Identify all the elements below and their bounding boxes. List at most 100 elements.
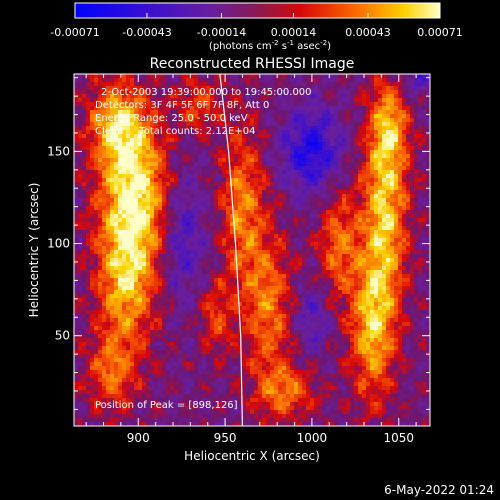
heatmap-cell xyxy=(110,74,114,78)
heatmap-cell xyxy=(234,214,238,218)
heatmap-cell xyxy=(362,222,366,226)
heatmap-cell xyxy=(374,286,378,290)
heatmap-cell xyxy=(394,94,398,98)
heatmap-cell xyxy=(230,166,234,170)
heatmap-cell xyxy=(178,78,182,82)
heatmap-cell xyxy=(374,198,378,202)
heatmap-cell xyxy=(254,198,258,202)
heatmap-cell xyxy=(182,102,186,106)
heatmap-cell xyxy=(134,294,138,298)
heatmap-cell xyxy=(278,238,282,242)
heatmap-cell xyxy=(214,150,218,154)
heatmap-cell xyxy=(218,294,222,298)
heatmap-cell xyxy=(386,90,390,94)
heatmap-cell xyxy=(234,206,238,210)
heatmap-cell xyxy=(318,210,322,214)
heatmap-cell xyxy=(238,122,242,126)
heatmap-cell xyxy=(270,194,274,198)
heatmap-cell xyxy=(122,142,126,146)
heatmap-cell xyxy=(114,114,118,118)
heatmap-cell xyxy=(130,122,134,126)
heatmap-cell xyxy=(362,122,366,126)
heatmap-cell xyxy=(178,230,182,234)
heatmap-cell xyxy=(426,174,430,178)
heatmap-cell xyxy=(78,74,82,78)
heatmap-cell xyxy=(198,182,202,186)
heatmap-cell xyxy=(278,134,282,138)
heatmap-cell xyxy=(98,246,102,250)
heatmap-cell xyxy=(326,282,330,286)
heatmap-cell xyxy=(138,226,142,230)
heatmap-cell xyxy=(166,174,170,178)
heatmap-cell xyxy=(342,130,346,134)
heatmap-cell xyxy=(422,290,426,294)
heatmap-cell xyxy=(94,90,98,94)
heatmap-cell xyxy=(314,194,318,198)
heatmap-cell xyxy=(366,266,370,270)
heatmap-cell xyxy=(158,278,162,282)
heatmap-cell xyxy=(170,142,174,146)
heatmap-cell xyxy=(142,202,146,206)
heatmap-cell xyxy=(374,162,378,166)
heatmap-cell xyxy=(382,182,386,186)
heatmap-cell xyxy=(266,290,270,294)
heatmap-cell xyxy=(154,182,158,186)
heatmap-cell xyxy=(314,242,318,246)
heatmap-cell xyxy=(406,214,410,218)
heatmap-cell xyxy=(222,130,226,134)
heatmap-cell xyxy=(222,206,226,210)
heatmap-cell xyxy=(322,190,326,194)
heatmap-cell xyxy=(350,122,354,126)
heatmap-cell xyxy=(362,78,366,82)
heatmap-cell xyxy=(330,142,334,146)
heatmap-cell xyxy=(374,258,378,262)
heatmap-cell xyxy=(102,86,106,90)
heatmap-cell xyxy=(190,234,194,238)
heatmap-cell xyxy=(322,114,326,118)
heatmap-cell xyxy=(194,170,198,174)
heatmap-cell xyxy=(246,118,250,122)
heatmap-cell xyxy=(318,170,322,174)
heatmap-cell xyxy=(178,150,182,154)
heatmap-cell xyxy=(170,118,174,122)
heatmap-cell xyxy=(334,134,338,138)
heatmap-cell xyxy=(182,294,186,298)
heatmap-cell xyxy=(290,282,294,286)
heatmap-cell xyxy=(78,122,82,126)
heatmap-cell xyxy=(382,214,386,218)
heatmap-cell xyxy=(150,198,154,202)
heatmap-cell xyxy=(286,210,290,214)
heatmap-cell xyxy=(406,158,410,162)
heatmap-cell xyxy=(390,214,394,218)
heatmap-cell xyxy=(410,146,414,150)
heatmap-cell xyxy=(406,142,410,146)
heatmap-cell xyxy=(206,178,210,182)
heatmap-cell xyxy=(114,186,118,190)
heatmap-cell xyxy=(386,234,390,238)
heatmap-cell xyxy=(318,150,322,154)
heatmap-cell xyxy=(318,226,322,230)
heatmap-cell xyxy=(162,182,166,186)
heatmap-cell xyxy=(298,186,302,190)
heatmap-cell xyxy=(74,78,78,82)
heatmap-cell xyxy=(394,286,398,290)
heatmap-cell xyxy=(422,258,426,262)
heatmap-cell xyxy=(78,202,82,206)
heatmap-cell xyxy=(170,126,174,130)
heatmap-cell xyxy=(254,254,258,258)
heatmap-cell xyxy=(150,178,154,182)
heatmap-cell xyxy=(366,94,370,98)
heatmap-cell xyxy=(378,126,382,130)
heatmap-cell xyxy=(222,166,226,170)
heatmap-cell xyxy=(402,206,406,210)
heatmap-cell xyxy=(374,130,378,134)
heatmap-cell xyxy=(382,82,386,86)
heatmap-cell xyxy=(102,218,106,222)
heatmap-cell xyxy=(202,106,206,110)
heatmap-cell xyxy=(258,158,262,162)
heatmap-cell xyxy=(254,178,258,182)
heatmap-cell xyxy=(390,254,394,258)
heatmap-cell xyxy=(266,142,270,146)
heatmap-cell xyxy=(238,130,242,134)
heatmap-cell xyxy=(210,242,214,246)
